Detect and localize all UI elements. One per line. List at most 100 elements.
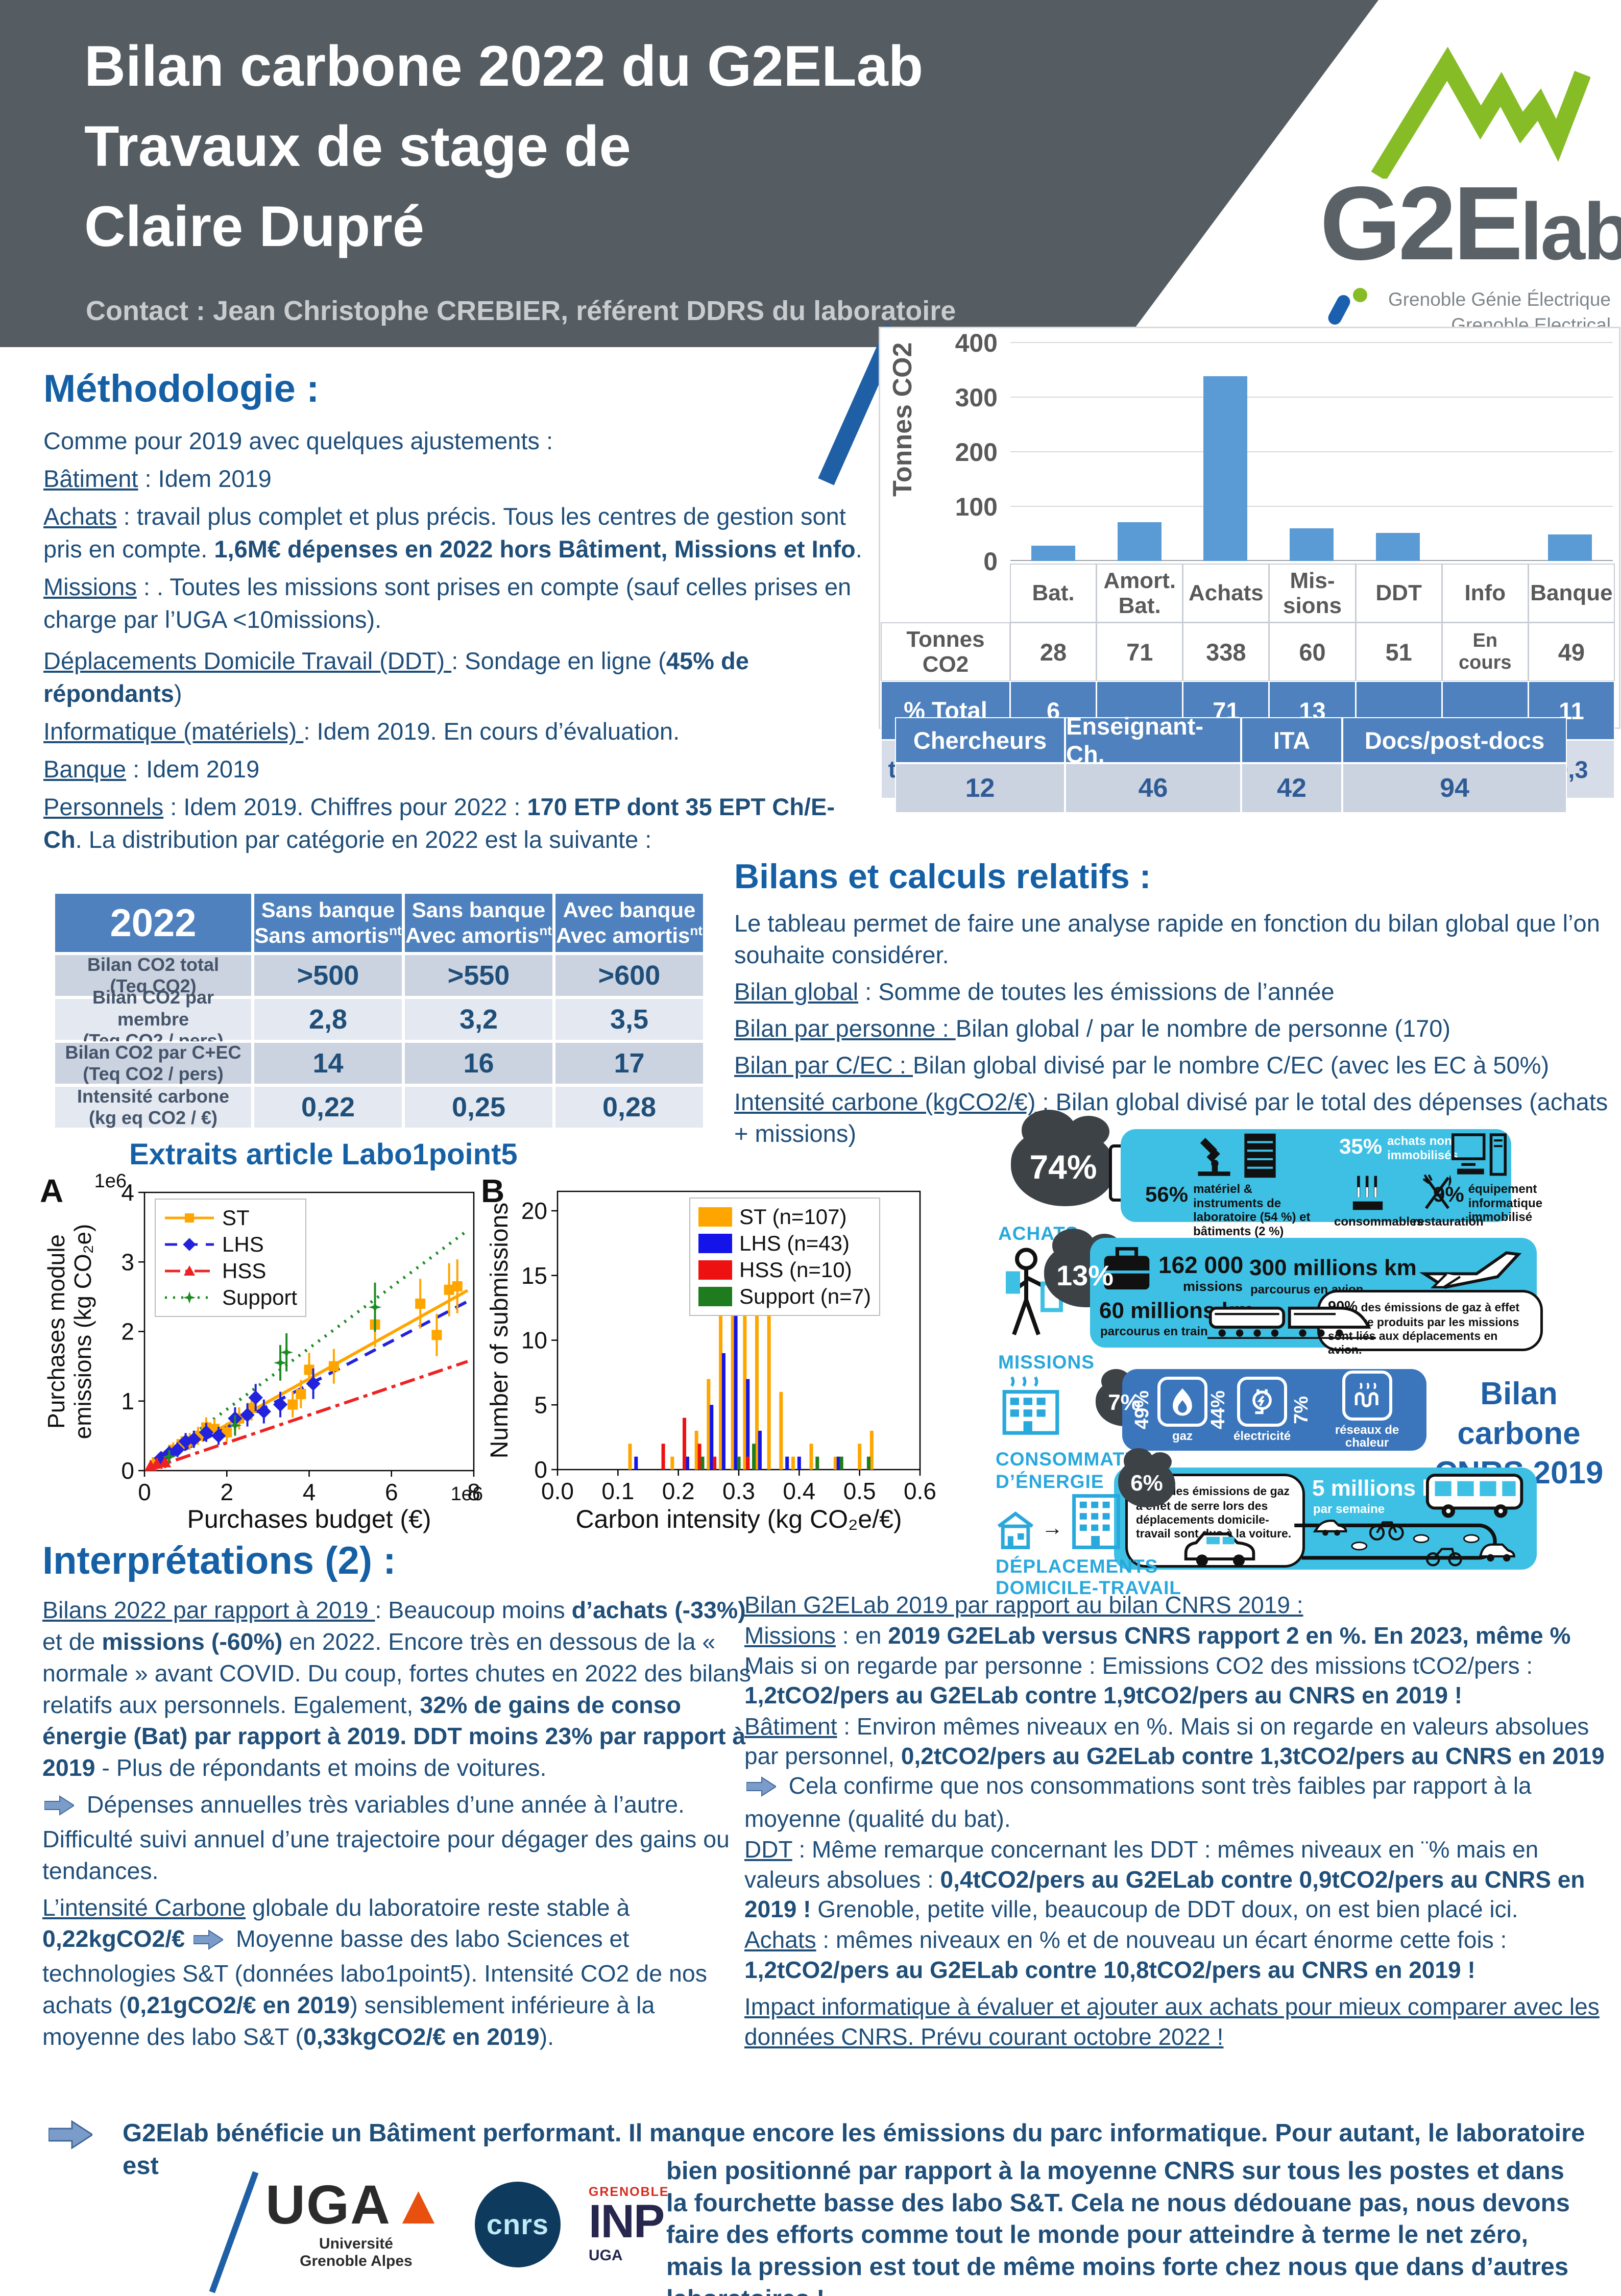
- bilan-row-label: Bilan CO2 par membre (Teq CO2 / pers): [54, 987, 253, 1051]
- bar-Achats: [1203, 376, 1248, 561]
- g2elab-zigzag-icon: [1371, 46, 1590, 179]
- column-header: Banque: [1528, 564, 1615, 623]
- co2-chart-plot: [1010, 342, 1613, 561]
- footer-conclusion-rest: bien positionné par rapport à la moyenne…: [666, 2157, 1570, 2296]
- svg-text:0.4: 0.4: [783, 1478, 815, 1504]
- legend-entry: Support: [164, 1284, 297, 1311]
- methodology-heading: Méthodologie :: [43, 367, 320, 410]
- heat-network-icon: [1354, 1382, 1378, 1407]
- svg-text:Purchases budget (€): Purchases budget (€): [187, 1505, 431, 1533]
- page-title: Bilan carbone 2022 du G2ELab Travaux de …: [84, 27, 923, 266]
- table-cell: 71: [1096, 622, 1183, 681]
- ddt-side-label-2: DOMICILE-TRAVAIL: [996, 1577, 1182, 1598]
- gridline: [1010, 506, 1613, 507]
- achats-35-text: achats non immobilisés: [1387, 1134, 1458, 1162]
- row-label: Tonnes CO2: [881, 622, 1010, 681]
- missions-card: 162 000 missions 300 millions km parcour…: [1090, 1238, 1543, 1356]
- partner-logos: UGA▲ Université Grenoble Alpes cnrs GRENO…: [265, 2177, 669, 2270]
- svg-text:1: 1: [121, 1388, 134, 1414]
- svg-text:Carbon intensity (kg CO₂e/€): Carbon intensity (kg CO₂e/€): [575, 1505, 902, 1533]
- ddt-cloud: 6%: [1118, 1448, 1175, 1507]
- ddt-card: 87% des émissions de gaz à effet de serr…: [1114, 1468, 1537, 1570]
- gridline: [1010, 342, 1613, 343]
- footer-conclusion-line1: G2Elab bénéficie un Bâtiment performant.…: [123, 2119, 1585, 2180]
- bar-Amort. Bat.: [1117, 522, 1162, 561]
- legend-entry: LHS: [164, 1231, 297, 1258]
- logo-text-sub: lab: [1520, 187, 1621, 277]
- table-cell: 51: [1355, 622, 1442, 681]
- table-cell: 338: [1182, 622, 1270, 681]
- inline-arrow-icon: [193, 1926, 224, 1958]
- contact-line: Contact : Jean Christophe CREBIER, référ…: [86, 296, 956, 326]
- personnel-value: 94: [1342, 763, 1567, 813]
- consommables-label: consommables: [1334, 1215, 1423, 1229]
- home-to-work-icons: →: [996, 1493, 1123, 1550]
- y-tick-label: 100: [955, 493, 998, 521]
- bilan-value: 0,25: [403, 1085, 554, 1129]
- table-cell: 60: [1269, 622, 1356, 681]
- bilan-2022-table: 2022 Sans banque Sans amortisnt Sans banque…: [54, 892, 705, 1129]
- bar-Banque: [1547, 534, 1592, 561]
- gridline: [1010, 451, 1613, 452]
- missions-bubble: 90% des émissions de gaz à effet de serr…: [1317, 1290, 1543, 1356]
- bilan-value: 2,8: [253, 997, 403, 1041]
- title-line-1: Bilan carbone 2022 du G2ELab: [84, 34, 924, 98]
- logo-dots-icon: [1325, 285, 1368, 327]
- svg-text:0.0: 0.0: [541, 1478, 574, 1504]
- personnel-header: Chercheurs: [895, 717, 1065, 763]
- electricite-item: 44% électricité: [1207, 1377, 1291, 1443]
- interpretations-heading: Interprétations (2) :: [42, 1539, 396, 1582]
- chaleur-item: 7% réseaux de chaleur: [1291, 1370, 1417, 1449]
- bilan-year-header: 2022: [54, 892, 253, 954]
- beakers-icon: [1352, 1176, 1383, 1210]
- bilan-value: >550: [403, 954, 554, 997]
- bilan-value: 0,22: [253, 1085, 403, 1129]
- gaz-item: 49% gaz: [1131, 1377, 1207, 1443]
- personnel-table: Chercheurs Enseignant-Ch. ITA Docs/post-doc…: [895, 713, 1567, 813]
- legend-entry: HSS: [164, 1258, 297, 1284]
- legend-entry: HSS (n=10): [698, 1257, 871, 1283]
- personnel-header: Enseignant-Ch.: [1065, 713, 1241, 768]
- interpretations-left: Bilans 2022 par rapport à 2019 : Beaucou…: [42, 1597, 752, 2050]
- carbon-intensity-histogram: 0.0 0.1 0.2 0.3 0.4 0.5 0.6 0 5 10 15 20 Carbon inte…: [486, 1190, 936, 1533]
- table-cell: En cours: [1441, 622, 1529, 681]
- gaz-label: gaz: [1172, 1429, 1193, 1444]
- personnel-header: ITA: [1241, 717, 1342, 763]
- ddt-km-sub: par semaine: [1313, 1502, 1385, 1516]
- inline-arrow-icon: [44, 1792, 75, 1824]
- panel-b-legend: ST (n=107) LHS (n=43) HSS (n=10) Support (n…: [689, 1198, 880, 1316]
- bilan-row-label: Bilan CO2 total (Teq CO2): [54, 954, 253, 997]
- title-line-3: Claire Dupré: [84, 194, 424, 258]
- plug-icon: [1252, 1389, 1272, 1414]
- bilan-value: 16: [403, 1041, 554, 1085]
- svg-text:8: 8: [467, 1479, 480, 1505]
- column-header: Mis-sions: [1269, 564, 1356, 623]
- panel-a-label: A: [40, 1173, 64, 1209]
- cnrs-infographic: 74% € 56% matériel & instruments de labo…: [996, 1109, 1621, 1618]
- missions-count-sub: missions: [1183, 1279, 1243, 1294]
- panel-a: A 0 2 4 6 8 0 1 2 3 4 1e6 1e6 Purchases budget (€) Pu…: [40, 1170, 489, 1537]
- table-corner: [881, 564, 1010, 623]
- svg-text:1e6: 1e6: [451, 1483, 483, 1505]
- y-tick-label: 300: [955, 383, 998, 412]
- svg-text:0.2: 0.2: [662, 1478, 695, 1504]
- logo-text-main: G2E: [1320, 165, 1523, 282]
- svg-text:Number of submissions: Number of submissions: [486, 1203, 513, 1459]
- svg-text:2: 2: [220, 1479, 233, 1505]
- train-icon: [1207, 1306, 1376, 1339]
- achats-56-pct: 56%: [1145, 1182, 1189, 1206]
- bilan-row-label: Intensité carbone (kg eq CO2 / €): [54, 1085, 253, 1129]
- methodology-text: Comme pour 2019 avec quelques ajustement…: [43, 427, 862, 853]
- moto-icon: [1426, 1548, 1462, 1567]
- footer-arrow-icon: [49, 2120, 92, 2150]
- plane-icon: [1419, 1251, 1521, 1289]
- computer-icon: [1451, 1133, 1507, 1176]
- lab-rack-icon: [1244, 1133, 1276, 1178]
- personnel-header: Docs/post-docs: [1342, 717, 1567, 763]
- energie-side-label-2: D’ÉNERGIE: [996, 1471, 1104, 1492]
- interpretations-right: Bilan G2ELab 2019 par rapport au bilan C…: [744, 1592, 1605, 2050]
- bilan-value: >600: [554, 954, 705, 997]
- bilan-value: 0,28: [554, 1085, 705, 1129]
